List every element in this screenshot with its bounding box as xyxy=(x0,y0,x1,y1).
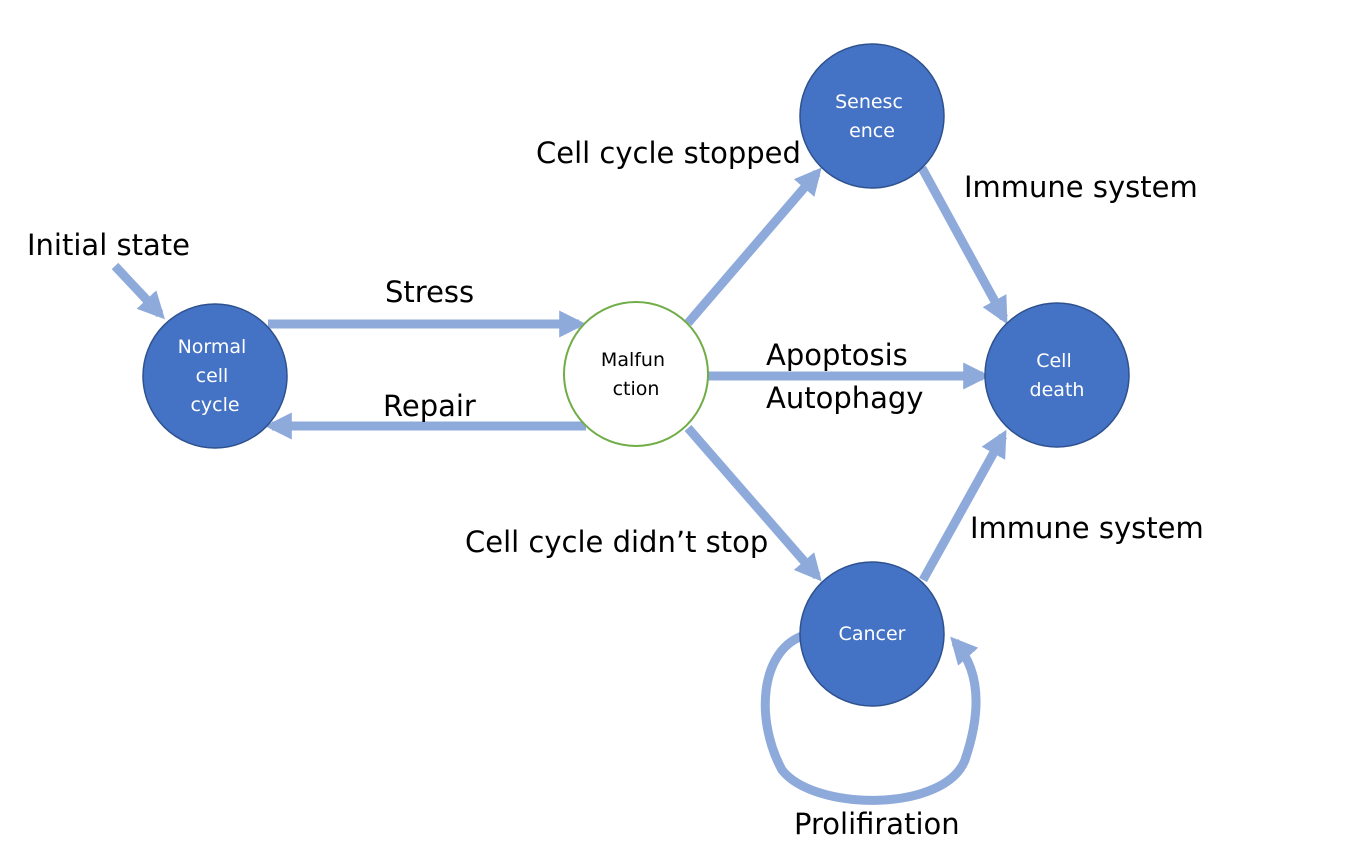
autophagy-label: Autophagy xyxy=(766,381,923,415)
proliferation-label: Prolifiration xyxy=(794,807,960,841)
svg-text:Normal cell cycle: Normal cell cycle xyxy=(178,336,253,416)
senescence-node-label-1: Senesc xyxy=(835,91,903,113)
normal-node-label-2: cell xyxy=(196,365,229,387)
normal-cell-cycle-node: Normal cell cycle xyxy=(142,303,288,449)
malfunction-node-label-1: Malfun xyxy=(601,349,665,371)
immune-system-top-label: Immune system xyxy=(964,170,1198,204)
cell-death-node-label-2: death xyxy=(1030,379,1085,401)
proliferation-loop-arrow xyxy=(760,631,981,805)
svg-text:Cell death: Cell death xyxy=(1030,350,1085,401)
apoptosis-label: Apoptosis xyxy=(766,338,908,372)
malfunction-node-label-2: ction xyxy=(613,378,660,400)
repair-label: Repair xyxy=(383,389,476,423)
initial-state-arrow xyxy=(111,262,165,320)
cell-death-node-label-1: Cell xyxy=(1036,350,1072,372)
senescence-node: Senesc ence xyxy=(799,43,945,189)
immune-system-top-arrow xyxy=(918,165,1008,325)
cell-cycle-didnt-stop-arrow xyxy=(684,425,822,582)
immune-system-bottom-arrow xyxy=(919,429,1007,583)
cell-death-node: Cell death xyxy=(984,302,1130,448)
cell-cycle-stopped-label: Cell cycle stopped xyxy=(536,136,801,170)
svg-text:Cancer: Cancer xyxy=(839,623,906,645)
cancer-node-label: Cancer xyxy=(839,623,906,645)
malfunction-node: Malfun ction xyxy=(563,301,709,447)
cell-cycle-stopped-arrow xyxy=(684,167,822,326)
stress-label: Stress xyxy=(385,275,474,309)
normal-node-label-3: cycle xyxy=(190,394,239,416)
cancer-node: Cancer xyxy=(799,561,945,707)
cell-cycle-didnt-stop-label: Cell cycle didn’t stop xyxy=(465,525,768,559)
immune-system-bottom-label: Immune system xyxy=(970,511,1204,545)
initial-state-label: Initial state xyxy=(27,228,190,262)
normal-node-label-1: Normal xyxy=(178,336,247,358)
senescence-node-label-2: ence xyxy=(849,120,895,142)
svg-text:Malfun ction: Malfun ction xyxy=(601,349,671,400)
svg-text:Senesc ence: Senesc ence xyxy=(835,91,909,142)
